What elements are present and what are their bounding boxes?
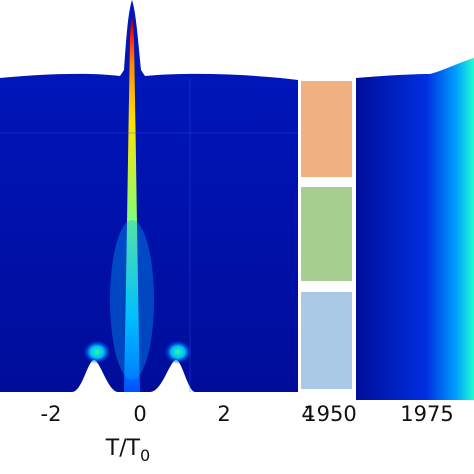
peak-halo (110, 220, 154, 380)
x-tick-label: 2 (217, 402, 230, 426)
heatmap-panel-right (356, 58, 474, 400)
x-tick-label: 0 (133, 402, 146, 426)
side-lobe-left (83, 340, 111, 364)
band-panel (301, 81, 352, 389)
x-axis-title: T/T0 (105, 436, 150, 465)
x-tick-label: 4 (301, 402, 314, 426)
band-blue (301, 292, 352, 389)
heatmap-surface (0, 0, 298, 392)
band-green (301, 187, 352, 281)
side-lobe-right (164, 340, 192, 364)
heatmap-surface-right (356, 58, 474, 400)
band-orange (301, 81, 352, 177)
x-tick-label: -2 (41, 402, 62, 426)
x-tick-label: 1975 (400, 402, 453, 426)
heatmap-panel-main (0, 0, 298, 392)
central-peak (124, 17, 140, 392)
x-tick-label: 1950 (303, 402, 356, 426)
